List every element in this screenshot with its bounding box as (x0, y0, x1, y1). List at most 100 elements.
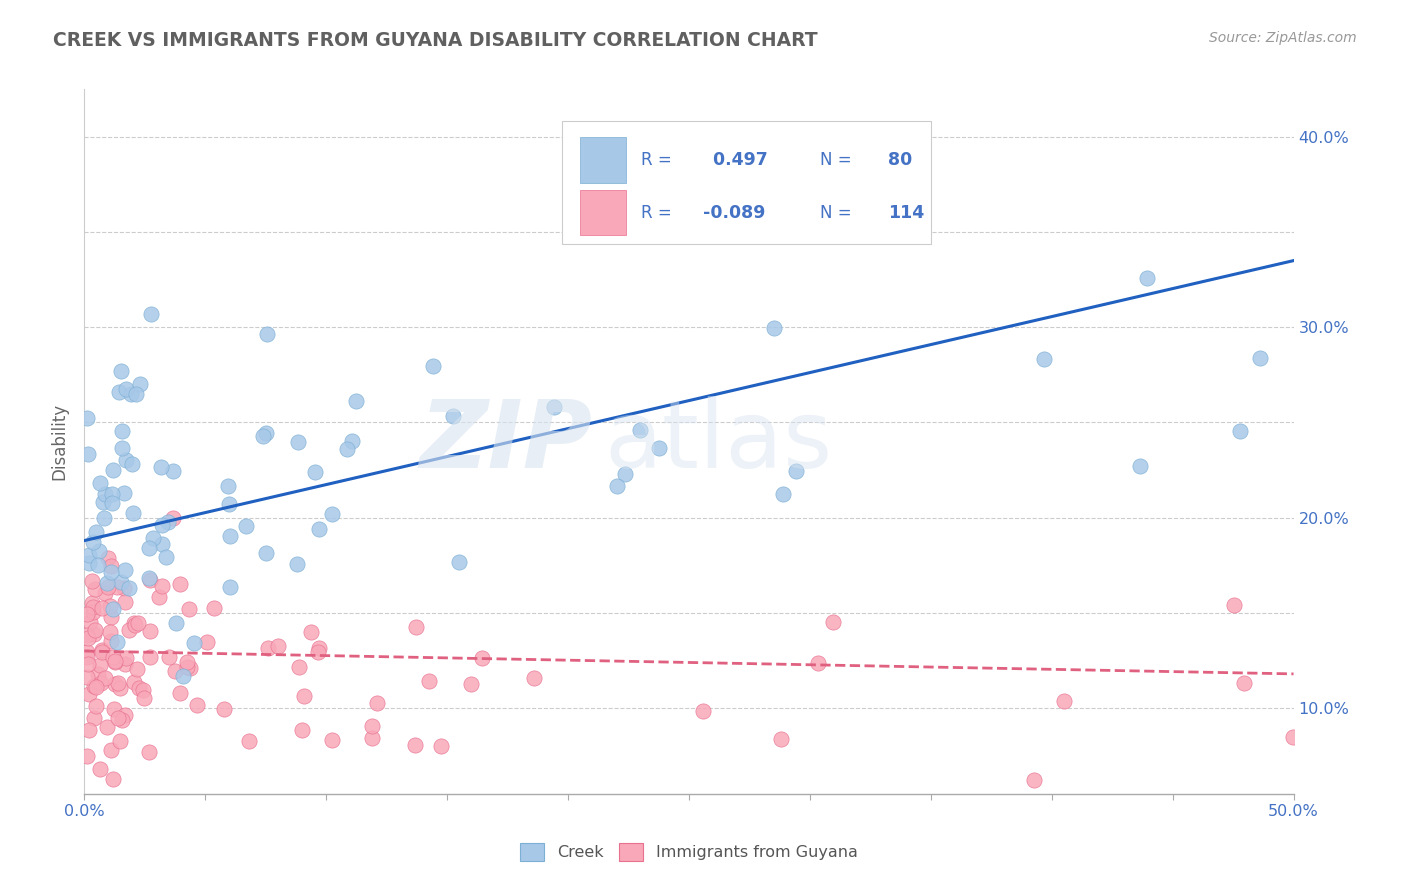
Point (91, 645, 114, 659)
Point (821, 615, 844, 629)
Point (613, 467, 636, 481)
Point (108, 384, 131, 399)
Point (121, 457, 143, 471)
Point (96, 576, 118, 591)
Point (115, 452, 138, 467)
Point (292, 689, 315, 703)
Point (471, 651, 494, 665)
Point (76, 632, 98, 646)
Point (405, 619, 427, 633)
Point (115, 383, 138, 397)
Point (114, 563, 136, 577)
Point (1022, 772, 1045, 787)
Point (172, 669, 194, 683)
Point (86, 524, 108, 539)
Point (114, 708, 136, 723)
Point (104, 655, 127, 669)
Point (90, 676, 112, 690)
Text: N =: N = (820, 151, 856, 169)
Point (93, 586, 115, 600)
Text: 0.497: 0.497 (707, 151, 768, 169)
Point (84, 699, 107, 714)
Point (256, 326, 278, 341)
Point (361, 719, 384, 733)
Point (307, 645, 329, 659)
Point (523, 671, 546, 685)
Point (212, 702, 235, 716)
Point (176, 655, 198, 669)
Point (97, 550, 120, 565)
Point (304, 466, 326, 480)
Point (128, 681, 150, 696)
Point (96, 720, 118, 734)
Text: 80: 80 (889, 151, 912, 169)
Point (165, 615, 187, 630)
Point (308, 640, 330, 655)
Point (91, 601, 114, 615)
Point (76, 410, 98, 425)
Point (90, 643, 112, 657)
Point (76, 607, 98, 622)
Point (100, 559, 122, 574)
Point (366, 696, 388, 710)
Point (77, 723, 100, 737)
Point (807, 656, 830, 670)
Point (148, 590, 170, 604)
Point (772, 487, 794, 501)
Point (77, 657, 100, 672)
Point (186, 698, 208, 713)
Point (103, 654, 125, 668)
Point (138, 541, 160, 555)
Point (141, 307, 163, 321)
Point (76, 749, 98, 764)
Point (112, 582, 135, 596)
Point (238, 734, 260, 748)
Point (321, 507, 343, 521)
Point (110, 575, 132, 590)
Point (138, 571, 160, 585)
Point (94, 672, 117, 686)
Point (104, 677, 127, 691)
Point (76, 628, 98, 642)
Point (252, 429, 274, 443)
Point (139, 573, 162, 587)
Point (101, 487, 124, 501)
Point (785, 464, 807, 478)
Point (336, 442, 359, 456)
Bar (581, 136, 626, 183)
Text: N =: N = (820, 203, 856, 221)
Point (288, 660, 311, 674)
Legend: Creek, Immigrants from Guyana: Creek, Immigrants from Guyana (513, 837, 865, 867)
Point (163, 664, 186, 678)
Point (101, 649, 124, 664)
Point (138, 650, 160, 665)
Point (127, 615, 149, 630)
Point (138, 745, 160, 759)
Point (82, 600, 104, 615)
Point (93, 511, 115, 525)
Point (176, 660, 198, 674)
Point (125, 387, 148, 401)
Point (291, 723, 314, 737)
Point (87, 558, 110, 572)
Point (122, 506, 145, 520)
Point (98, 599, 121, 613)
Point (77, 548, 100, 562)
Point (1222, 598, 1244, 612)
Point (344, 394, 367, 409)
Point (418, 674, 440, 689)
Point (82, 574, 104, 588)
Point (692, 704, 714, 718)
Point (87, 667, 110, 681)
Point (308, 522, 330, 536)
Point (169, 577, 191, 591)
Text: R =: R = (641, 203, 676, 221)
Point (118, 623, 141, 637)
Point (628, 424, 651, 438)
Y-axis label: Disability: Disability (51, 403, 69, 480)
Text: ZIP: ZIP (419, 395, 592, 488)
Point (89, 475, 111, 490)
Point (101, 496, 124, 510)
Point (218, 580, 240, 594)
Point (142, 531, 165, 545)
